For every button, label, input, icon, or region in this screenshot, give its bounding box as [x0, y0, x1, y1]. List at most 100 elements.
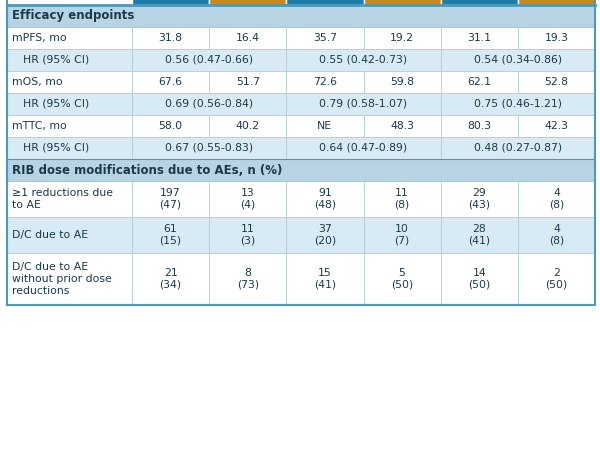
Bar — [286, 115, 364, 137]
Bar — [132, 137, 286, 159]
Bar — [7, 0, 132, 57]
Bar — [440, 137, 595, 159]
Text: 15
(41): 15 (41) — [314, 268, 336, 290]
Bar — [7, 181, 132, 217]
Bar — [132, 93, 286, 115]
Bar — [7, 253, 132, 305]
Text: 10
(7): 10 (7) — [394, 224, 410, 246]
Bar — [518, 181, 595, 217]
Bar — [440, 115, 518, 137]
Text: 0.56 (0.47-0.66): 0.56 (0.47-0.66) — [165, 55, 253, 65]
Text: mOS, mo: mOS, mo — [12, 77, 62, 87]
Bar — [7, 49, 132, 71]
Bar — [440, 181, 518, 217]
Bar — [209, 115, 286, 137]
Bar — [132, 115, 209, 137]
Bar — [286, 0, 364, 5]
Text: 80.3: 80.3 — [467, 121, 491, 131]
Text: 5
(50): 5 (50) — [391, 268, 413, 290]
Bar — [286, 49, 440, 71]
Bar — [440, 49, 595, 71]
Bar — [440, 217, 518, 253]
Bar — [518, 115, 595, 137]
Bar — [440, 0, 518, 5]
Bar — [364, 71, 440, 93]
Bar — [518, 217, 595, 253]
Bar — [286, 71, 364, 93]
Text: 59.8: 59.8 — [390, 77, 414, 87]
Text: 0.54 (0.34-0.86): 0.54 (0.34-0.86) — [474, 55, 562, 65]
Bar — [440, 0, 595, 5]
Bar — [209, 27, 286, 49]
Text: 61
(15): 61 (15) — [160, 224, 182, 246]
Bar — [132, 217, 209, 253]
Bar — [7, 71, 132, 93]
Text: NE: NE — [317, 121, 332, 131]
Text: 42.3: 42.3 — [544, 121, 568, 131]
Text: 8
(73): 8 (73) — [236, 268, 259, 290]
Bar — [518, 0, 595, 5]
Bar — [286, 137, 440, 159]
Bar — [209, 0, 286, 5]
Bar — [7, 93, 132, 115]
Bar — [440, 253, 518, 305]
Bar — [209, 217, 286, 253]
Text: 0.55 (0.42-0.73): 0.55 (0.42-0.73) — [319, 55, 407, 65]
Bar — [132, 0, 209, 5]
Text: 31.8: 31.8 — [158, 33, 182, 43]
Text: 0.75 (0.46-1.21): 0.75 (0.46-1.21) — [474, 99, 562, 109]
Bar — [286, 181, 364, 217]
Bar — [286, 93, 440, 115]
Text: 35.7: 35.7 — [313, 33, 337, 43]
Bar — [132, 27, 209, 49]
Bar — [132, 181, 209, 217]
Bar — [132, 0, 286, 5]
Text: 19.3: 19.3 — [544, 33, 568, 43]
Text: 91
(48): 91 (48) — [314, 188, 336, 210]
Bar — [7, 137, 132, 159]
Text: 0.79 (0.58-1.07): 0.79 (0.58-1.07) — [319, 99, 407, 109]
Text: 40.2: 40.2 — [236, 121, 260, 131]
Bar — [7, 5, 595, 27]
Bar — [518, 27, 595, 49]
Text: HR (95% CI): HR (95% CI) — [23, 55, 89, 65]
Text: 11
(3): 11 (3) — [240, 224, 256, 246]
Bar — [286, 253, 364, 305]
Bar — [132, 253, 209, 305]
Bar — [440, 27, 518, 49]
Bar — [209, 253, 286, 305]
Bar — [286, 0, 440, 5]
Text: 0.67 (0.55-0.83): 0.67 (0.55-0.83) — [165, 143, 253, 153]
Bar — [7, 115, 132, 137]
Bar — [7, 217, 132, 253]
Text: 62.1: 62.1 — [467, 77, 491, 87]
Text: 4
(8): 4 (8) — [549, 188, 564, 210]
Bar — [364, 253, 440, 305]
Bar — [132, 71, 209, 93]
Text: 19.2: 19.2 — [390, 33, 414, 43]
Bar — [364, 0, 440, 5]
Text: 14
(50): 14 (50) — [468, 268, 490, 290]
Text: 31.1: 31.1 — [467, 33, 491, 43]
Text: 197
(47): 197 (47) — [160, 188, 182, 210]
Text: 0.69 (0.56-0.84): 0.69 (0.56-0.84) — [165, 99, 253, 109]
Text: 67.6: 67.6 — [158, 77, 182, 87]
Text: 52.8: 52.8 — [544, 77, 568, 87]
Bar — [286, 217, 364, 253]
Text: mPFS, mo: mPFS, mo — [12, 33, 67, 43]
Text: D/C due to AE
without prior dose
reductions: D/C due to AE without prior dose reducti… — [12, 263, 112, 295]
Bar — [364, 115, 440, 137]
Bar — [364, 217, 440, 253]
Text: HR (95% CI): HR (95% CI) — [23, 99, 89, 109]
Bar — [7, 27, 132, 49]
Text: 0.64 (0.47-0.89): 0.64 (0.47-0.89) — [319, 143, 407, 153]
Bar — [440, 71, 518, 93]
Text: 13
(4): 13 (4) — [240, 188, 256, 210]
Text: 37
(20): 37 (20) — [314, 224, 336, 246]
Bar — [364, 27, 440, 49]
Text: RIB dose modifications due to AEs, n (%): RIB dose modifications due to AEs, n (%) — [12, 163, 283, 176]
Text: HR (95% CI): HR (95% CI) — [23, 143, 89, 153]
Text: 21
(34): 21 (34) — [160, 268, 182, 290]
Bar — [7, 159, 595, 181]
Text: 4
(8): 4 (8) — [549, 224, 564, 246]
